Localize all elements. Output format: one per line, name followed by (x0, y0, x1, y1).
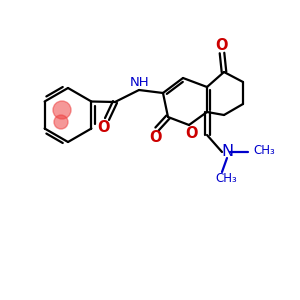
Circle shape (53, 101, 71, 119)
Text: N: N (221, 145, 233, 160)
Text: CH₃: CH₃ (253, 145, 275, 158)
Text: O: O (97, 119, 109, 134)
Text: O: O (185, 127, 197, 142)
Text: CH₃: CH₃ (215, 172, 237, 185)
Text: O: O (149, 130, 161, 145)
Text: NH: NH (130, 76, 150, 88)
Text: O: O (215, 38, 227, 52)
Circle shape (54, 115, 68, 129)
